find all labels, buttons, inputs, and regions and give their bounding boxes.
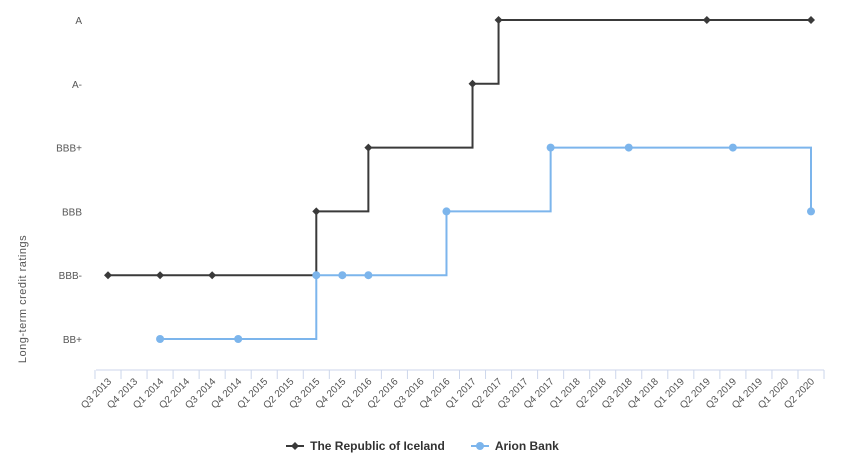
data-point-diamond[interactable]: [494, 16, 503, 24]
data-point-circle[interactable]: [338, 271, 347, 280]
data-point-diamond[interactable]: [468, 79, 477, 88]
data-point-diamond[interactable]: [208, 271, 217, 280]
y-axis-label: Long-term credit ratings: [17, 235, 29, 363]
data-point-circle[interactable]: [364, 271, 373, 280]
data-point-circle[interactable]: [728, 143, 737, 152]
legend-item-iceland[interactable]: The Republic of Iceland: [286, 439, 445, 453]
data-point-circle[interactable]: [234, 335, 243, 343]
y-tick-label: BBB-: [59, 271, 82, 282]
y-tick-label: BBB+: [56, 144, 82, 155]
series-layer: [104, 16, 815, 343]
data-point-circle[interactable]: [442, 207, 451, 216]
data-point-diamond[interactable]: [807, 16, 815, 24]
legend-symbol-diamond-icon: [286, 442, 305, 450]
data-point-diamond[interactable]: [312, 207, 321, 216]
data-point-circle[interactable]: [624, 143, 633, 152]
y-axis-ticks: BB+ BBB- BBB BBB+ A- A: [56, 16, 82, 346]
data-point-diamond[interactable]: [364, 143, 373, 152]
series-line-arion-bank: [160, 146, 812, 340]
legend-item-arion-bank[interactable]: Arion Bank: [470, 439, 559, 453]
legend-label-iceland: The Republic of Iceland: [310, 439, 445, 453]
y-tick-label: A: [75, 16, 82, 27]
legend-symbol-circle-icon: [470, 442, 489, 450]
y-tick-label: BB+: [63, 335, 82, 346]
legend: The Republic of Iceland Arion Bank: [0, 439, 845, 453]
data-point-diamond[interactable]: [702, 16, 711, 24]
legend-label-arion-bank: Arion Bank: [494, 439, 559, 453]
data-point-diamond[interactable]: [156, 271, 165, 280]
data-point-diamond[interactable]: [104, 271, 112, 280]
y-tick-label: BBB: [62, 207, 82, 218]
y-tick-label: A-: [72, 80, 82, 91]
data-point-circle[interactable]: [312, 271, 321, 280]
data-point-circle[interactable]: [156, 335, 165, 343]
data-point-circle[interactable]: [807, 207, 815, 216]
data-point-circle[interactable]: [546, 143, 555, 152]
